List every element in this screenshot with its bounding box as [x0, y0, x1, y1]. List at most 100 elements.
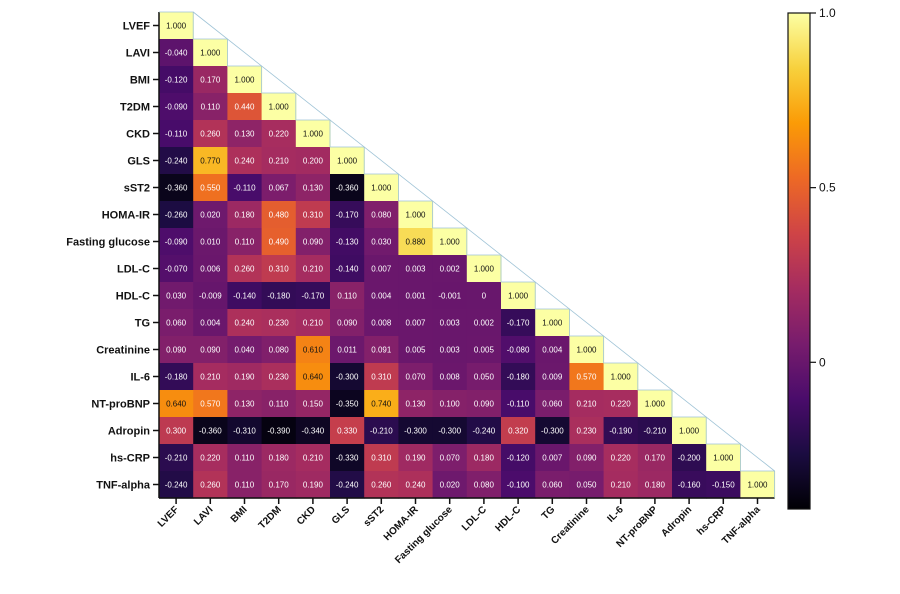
cell-value-label: -0.130 [336, 238, 359, 247]
cell-hs-crp-ckd [295, 444, 331, 472]
cell-value-label: 0.170 [269, 481, 290, 490]
cell-value-label: -0.110 [233, 184, 256, 193]
cell-homa-ir-t2dm [261, 201, 297, 229]
diagonal-frame [159, 11, 775, 498]
cell-value-label: -0.300 [438, 427, 461, 436]
cell-value-label: -0.120 [507, 454, 530, 463]
cell-homa-ir-sst2 [364, 201, 399, 229]
cell-hdl-c-sst2 [364, 282, 399, 310]
cell-value-label: 0.003 [405, 265, 426, 274]
cell-value-label: 0.230 [269, 373, 290, 382]
cell-value-label: 0.004 [371, 292, 392, 301]
cell-value-label: 0.300 [166, 427, 187, 436]
cell-homa-ir-ckd [295, 201, 331, 229]
cell-value-label: 0.001 [405, 292, 426, 301]
cell-hs-crp-adropin [672, 444, 707, 472]
y-tick-label: sST2 [124, 183, 150, 195]
cell-value-label: 0.011 [337, 346, 357, 355]
cell-value-label: -0.300 [404, 427, 427, 436]
x-tick-label: Adropin [659, 504, 694, 539]
cell-fasting-glucose-homa-ir [398, 228, 434, 256]
cell-value-label: 1.000 [200, 49, 221, 58]
cell-value-label: 0.180 [474, 454, 495, 463]
cell-t2dm-lavi [193, 93, 228, 121]
cell-value-label: 0.020 [200, 211, 221, 220]
cell-nt-probnp-hdl-c [501, 390, 536, 418]
cell-nt-probnp-sst2 [364, 390, 399, 418]
cell-adropin-il-6 [603, 417, 639, 445]
cell-value-label: 0.130 [234, 400, 255, 409]
cell-nt-probnp-creatinine [569, 390, 605, 418]
cell-value-label: -0.330 [336, 454, 359, 463]
cell-nt-probnp-t2dm [261, 390, 297, 418]
cell-value-label: -0.240 [165, 157, 188, 166]
cell-value-label: 1.000 [234, 76, 255, 85]
cell-value-label: 0.070 [405, 373, 426, 382]
cell-sst2-lavi [193, 174, 228, 202]
cell-value-label: -0.240 [336, 481, 359, 490]
cell-tnf-alpha-homa-ir [398, 471, 434, 499]
heatmap-cell-labels: 1.000 -0.040 1.000 -0.120 0.170 1.000 -0.090 0.… [165, 22, 768, 490]
y-tick-label: LDL-C [117, 264, 150, 276]
cell-il-6-sst2 [364, 363, 399, 391]
cell-nt-probnp-fasting-glucose [432, 390, 468, 418]
cell-value-label: 1.000 [303, 130, 324, 139]
cell-sst2-bmi [227, 174, 263, 202]
cell-value-label: 0.770 [200, 157, 221, 166]
cell-value-label: -0.170 [336, 211, 359, 220]
cell-ldl-c-sst2 [364, 255, 399, 283]
y-tick-label: T2DM [120, 102, 150, 114]
cell-value-label: -0.090 [165, 103, 188, 112]
cell-value-label: 0.180 [234, 211, 255, 220]
cell-ckd-t2dm [261, 120, 297, 148]
triangle-staircase-border [159, 11, 775, 498]
cell-value-label: 0.090 [200, 346, 221, 355]
cell-value-label: 0.070 [440, 454, 461, 463]
y-tick-label: HOMA-IR [102, 210, 150, 222]
cell-tg-ckd [295, 309, 331, 337]
cell-hdl-c-bmi [227, 282, 263, 310]
cell-value-label: 0.050 [576, 481, 597, 490]
cell-ldl-c-gls [330, 255, 365, 283]
cell-tnf-alpha-hs-crp [706, 471, 741, 499]
cell-hs-crp-bmi [227, 444, 263, 472]
cell-gls-bmi [227, 147, 263, 175]
cell-creatinine-ldl-c [466, 336, 502, 364]
cell-ckd-lavi [193, 120, 228, 148]
y-tick-label: Fasting glucose [66, 237, 150, 249]
x-tick-label: BMI [229, 504, 250, 525]
cell-value-label: 0.640 [166, 400, 187, 409]
cell-value-label: 0.310 [303, 211, 324, 220]
cell-tnf-alpha-t2dm [261, 471, 297, 499]
cell-value-label: 0.110 [235, 481, 255, 490]
cell-sst2-t2dm [261, 174, 297, 202]
cell-gls-lavi [193, 147, 228, 175]
cell-nt-probnp-lavi [193, 390, 228, 418]
cell-value-label: 0.110 [337, 292, 357, 301]
y-tick-label: LVEF [123, 21, 151, 33]
cell-bmi-bmi [227, 66, 263, 94]
cell-value-label: 0.020 [440, 481, 461, 490]
cell-creatinine-hdl-c [501, 336, 536, 364]
cell-value-label: 0.490 [269, 238, 290, 247]
cell-tg-gls [330, 309, 365, 337]
cell-t2dm-t2dm [261, 93, 297, 121]
cell-value-label: 0.005 [474, 346, 495, 355]
cell-tnf-alpha-tg [535, 471, 570, 499]
cell-value-label: 0.220 [269, 130, 290, 139]
cell-creatinine-sst2 [364, 336, 399, 364]
cell-fasting-glucose-gls [330, 228, 365, 256]
cell-ldl-c-t2dm [261, 255, 297, 283]
x-tick-label: T2DM [257, 504, 284, 531]
cell-value-label: -0.001 [438, 292, 461, 301]
cell-value-label: 0.550 [200, 184, 221, 193]
cell-value-label: -0.260 [165, 211, 188, 220]
cell-il-6-ckd [295, 363, 331, 391]
y-tick-label: NT-proBNP [91, 399, 150, 411]
cell-bmi-lvef [159, 66, 194, 94]
cell-value-label: 0.110 [269, 400, 289, 409]
cell-value-label: 0.067 [269, 184, 290, 193]
cell-adropin-hdl-c [501, 417, 536, 445]
cell-value-label: 0.260 [200, 130, 221, 139]
cell-nt-probnp-ldl-c [466, 390, 502, 418]
